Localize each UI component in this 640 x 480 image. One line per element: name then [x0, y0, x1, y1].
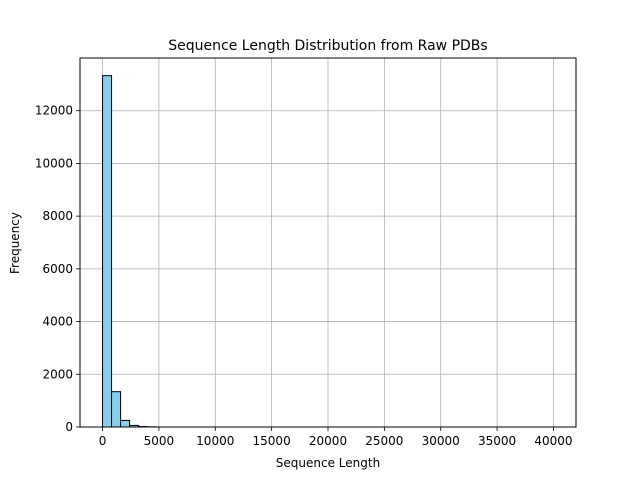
y-tick-label: 12000 [35, 104, 73, 118]
x-axis-ticks: 0 5000 10000 15000 20000 25000 30000 35000 40000 [99, 427, 573, 448]
y-axis-title: Frequency [8, 212, 22, 274]
x-tick-label: 40000 [534, 434, 572, 448]
chart-title: Sequence Length Distribution from Raw PD… [168, 38, 487, 54]
y-tick-label: 2000 [42, 367, 73, 381]
y-tick-label: 4000 [42, 315, 73, 329]
y-tick-label: 8000 [42, 209, 73, 223]
x-tick-label: 5000 [144, 434, 175, 448]
x-tick-label: 15000 [253, 434, 291, 448]
x-tick-label: 10000 [196, 434, 234, 448]
histogram-bar [120, 419, 131, 428]
x-tick-label: 30000 [422, 434, 460, 448]
y-tick-label: 0 [65, 420, 73, 434]
x-tick-label: 20000 [309, 434, 347, 448]
y-axis-ticks: 0 2000 4000 6000 8000 10000 12000 [35, 104, 80, 434]
x-tick-label: 0 [99, 434, 107, 448]
grid [80, 58, 576, 428]
x-tick-label: 25000 [365, 434, 403, 448]
y-tick-label: 10000 [35, 156, 73, 170]
y-tick-label: 6000 [42, 262, 73, 276]
histogram-bar [111, 391, 122, 428]
x-axis-title: Sequence Length [276, 456, 380, 470]
histogram-bar [102, 75, 113, 428]
x-tick-label: 35000 [478, 434, 516, 448]
